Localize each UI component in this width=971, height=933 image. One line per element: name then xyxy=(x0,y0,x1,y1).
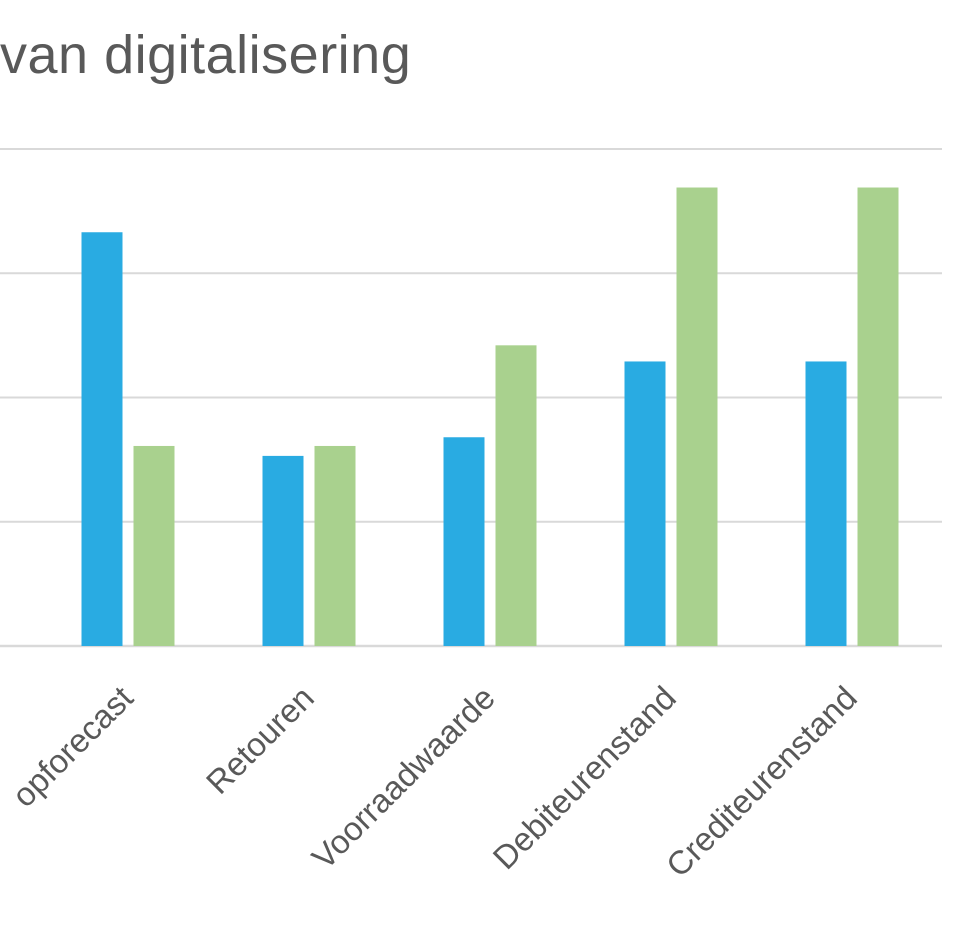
bar-1-retouren xyxy=(262,455,304,646)
category-label: Retouren xyxy=(199,679,321,801)
bar-2-debiteurenstand xyxy=(676,187,718,646)
bars xyxy=(81,187,899,646)
bar-2-voorraadwaarde xyxy=(495,345,537,646)
bar-1-crediteurenstand xyxy=(805,361,847,646)
chart-title: van digitalisering xyxy=(0,25,412,85)
category-label: Voorraadwaarde xyxy=(305,679,502,876)
bar-1-voorraadwaarde xyxy=(443,437,485,646)
bar-1-debiteurenstand xyxy=(624,361,666,646)
bar-1-opforecast xyxy=(81,232,123,646)
category-label: Debiteurenstand xyxy=(486,679,683,876)
category-label: Crediteurenstand xyxy=(659,679,864,884)
bar-2-opforecast xyxy=(133,445,175,646)
bar-2-retouren xyxy=(314,445,356,646)
category-labels: opforecast RetourenVoorraadwaardeDebiteur… xyxy=(5,679,864,884)
bar-2-crediteurenstand xyxy=(857,187,899,646)
category-label: opforecast xyxy=(5,679,140,814)
